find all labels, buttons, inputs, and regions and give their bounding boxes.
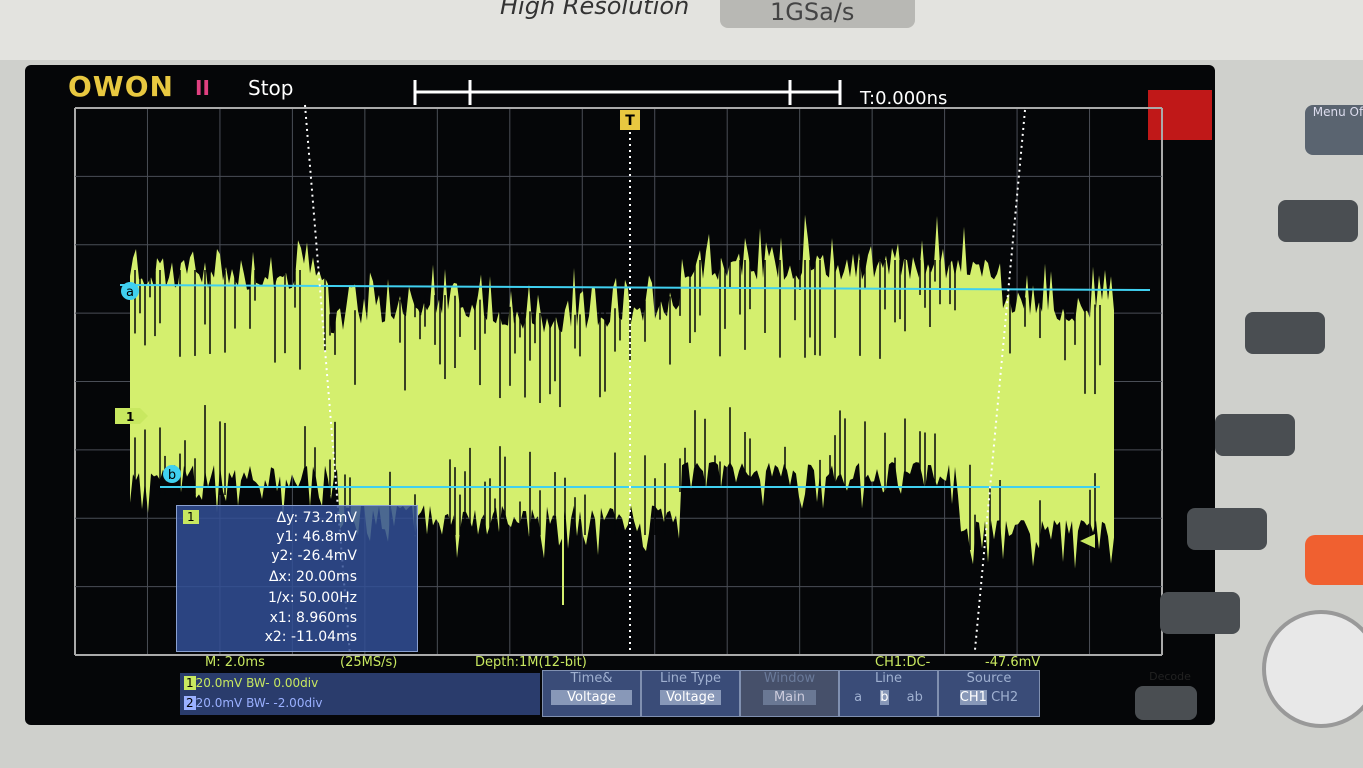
button-label: Menu Off: [1312, 105, 1363, 119]
soft-button[interactable]: [1215, 414, 1295, 456]
brand: OWON: [68, 70, 174, 103]
soft-button[interactable]: [1245, 312, 1325, 354]
orange-button[interactable]: [1305, 535, 1363, 585]
menu-bottom: Voltage: [551, 690, 632, 705]
channel-info: [180, 673, 540, 715]
menu-top: Line Type: [659, 671, 722, 686]
cursor-panel: 1 Δy: 73.2mV y1: 46.8mV y2: -26.4mV Δx: …: [176, 505, 418, 652]
trigger-source: CH1:DC-: [875, 655, 931, 670]
channel-setting: 20.0mV BW- -2.00div: [195, 696, 323, 710]
depth: Depth:1M(12-bit): [475, 655, 587, 670]
rate-box: [720, 0, 915, 28]
cursor-channel: 1: [183, 510, 199, 524]
timebase: M: 2.0ms: [205, 655, 265, 670]
decode-label: Decode: [1149, 670, 1191, 683]
cursor-line: 1/x: 50.00Hz: [267, 590, 357, 606]
cursor-line: Δy: 73.2mV: [276, 510, 357, 526]
cursor-x2: [974, 109, 1026, 651]
menu-bottom: Voltage: [660, 690, 721, 705]
cursor-line: y1: 46.8mV: [276, 529, 357, 545]
menu-top: Window: [763, 671, 816, 686]
menu-off-button[interactable]: Menu Off: [1305, 105, 1363, 155]
corner-box: [1148, 90, 1212, 140]
menu-item[interactable]: Line a b ab: [839, 670, 938, 717]
run-state: Stop: [248, 76, 294, 100]
cursor-x1: [304, 104, 351, 656]
trigger-level-marker: [1080, 534, 1095, 548]
menu-bottom: Main: [763, 690, 816, 705]
run-icon: II: [195, 76, 210, 100]
menu-item[interactable]: Line Type Voltage: [641, 670, 740, 717]
channel-marker: [115, 408, 148, 424]
soft-button[interactable]: [1278, 200, 1358, 242]
menu-option: b: [880, 690, 889, 705]
waveform: [130, 214, 1114, 605]
cursor-y1: [119, 284, 1151, 291]
cursor-line: x2: -11.04ms: [264, 629, 357, 645]
menu-option: a: [854, 690, 863, 705]
menu-option: CH1: [959, 690, 987, 705]
channel-marker-label: 1: [126, 410, 134, 424]
trigger-marker: [620, 110, 640, 130]
knob[interactable]: [1262, 610, 1363, 728]
cursor-b-marker: [163, 465, 181, 483]
cursor-a-marker: [121, 282, 139, 300]
channel-id: 2: [184, 696, 196, 710]
decode-button[interactable]: [1135, 686, 1197, 720]
channel-setting: 20.0mV BW- 0.00div: [195, 676, 319, 690]
menu-top: Time&: [570, 671, 613, 686]
cursor-a-label: a: [126, 285, 134, 300]
sample-rate: (25MS/s): [340, 655, 398, 670]
channel-1: 1 20.0mV BW- 0.00div: [184, 676, 318, 690]
menu-top: Line: [874, 671, 903, 686]
rate-label: 1GSa/s: [770, 0, 855, 26]
trigger-marker-label: T: [625, 113, 635, 129]
cursor-line: x1: 8.960ms: [269, 610, 357, 626]
cursor-line: Δx: 20.00ms: [268, 569, 357, 585]
trigger-time: T:0.000ns: [860, 88, 948, 109]
menu-top: Source: [966, 671, 1012, 686]
channel-id: 1: [184, 676, 196, 690]
menu-item[interactable]: Source CH1 CH2: [938, 670, 1040, 717]
cursor-b-label: b: [168, 468, 176, 483]
soft-button[interactable]: [1160, 592, 1240, 634]
bezel-top: [0, 0, 1363, 60]
menu-item[interactable]: Time& Voltage: [542, 670, 641, 717]
soft-button[interactable]: [1187, 508, 1267, 550]
trigger-level: -47.6mV: [985, 655, 1041, 670]
menu-item[interactable]: Window Main: [740, 670, 839, 717]
cursor-line: y2: -26.4mV: [271, 548, 357, 564]
channel-2: 2 20.0mV BW- -2.00div: [184, 696, 323, 710]
waveform-band: [130, 214, 1114, 569]
memory-bar: [413, 80, 842, 105]
menu-option: CH2: [991, 690, 1019, 705]
mode-label: High Resolution: [500, 0, 690, 20]
menu-option: ab: [906, 690, 923, 705]
